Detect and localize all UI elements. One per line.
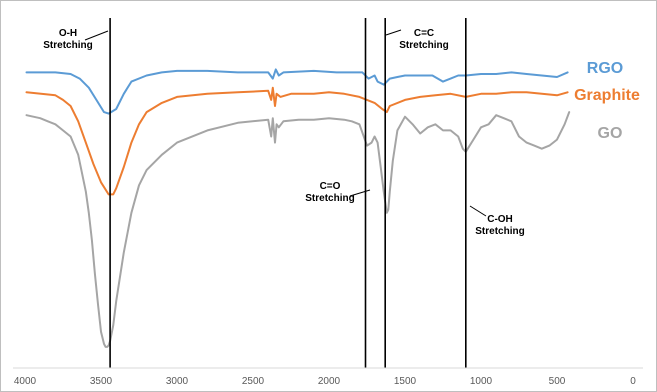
annotation-leader xyxy=(84,30,109,41)
x-tick-label: 4000 xyxy=(14,376,37,387)
x-tick-label: 0 xyxy=(630,376,636,387)
annotation-label-c-oh: Stretching xyxy=(475,226,524,237)
annotation-label-c-o: C=O xyxy=(320,181,341,192)
x-tick-labels: 4000 3500 3000 2500 2000 1500 1000 500 0 xyxy=(14,376,636,387)
annotation-label-c-oh: C-OH xyxy=(487,214,513,225)
legend: RGO Graphite GO xyxy=(574,60,640,142)
series-line-graphite xyxy=(25,86,569,196)
series-line-rgo xyxy=(25,68,569,115)
annotation-label-c-c: C=C xyxy=(414,28,434,39)
legend-label-go: GO xyxy=(598,125,623,142)
series-line-go xyxy=(25,111,571,348)
annotation-leader xyxy=(349,189,371,197)
x-tick-label: 2500 xyxy=(242,376,265,387)
annotation-label-o-h: Stretching xyxy=(43,40,92,51)
annotation-leader xyxy=(469,205,487,217)
legend-label-rgo: RGO xyxy=(587,60,623,77)
x-tick-label: 2000 xyxy=(318,376,341,387)
annotation-label-c-o: Stretching xyxy=(305,193,354,204)
x-tick-label: 1500 xyxy=(394,376,417,387)
annotation-leader xyxy=(385,29,402,36)
x-tick-label: 3000 xyxy=(166,376,189,387)
x-tick-label: 1000 xyxy=(470,376,493,387)
series-layer xyxy=(25,68,571,348)
x-tick-label: 3500 xyxy=(90,376,113,387)
annotation-lines xyxy=(109,18,467,368)
annotation-label-c-c: Stretching xyxy=(399,40,448,51)
annotation-label-o-h: O-H xyxy=(59,28,77,39)
legend-label-graphite: Graphite xyxy=(574,87,640,104)
x-tick-label: 500 xyxy=(549,376,566,387)
annotation-labels: O-HStretchingC=OStretchingC=CStretchingC… xyxy=(43,28,524,237)
